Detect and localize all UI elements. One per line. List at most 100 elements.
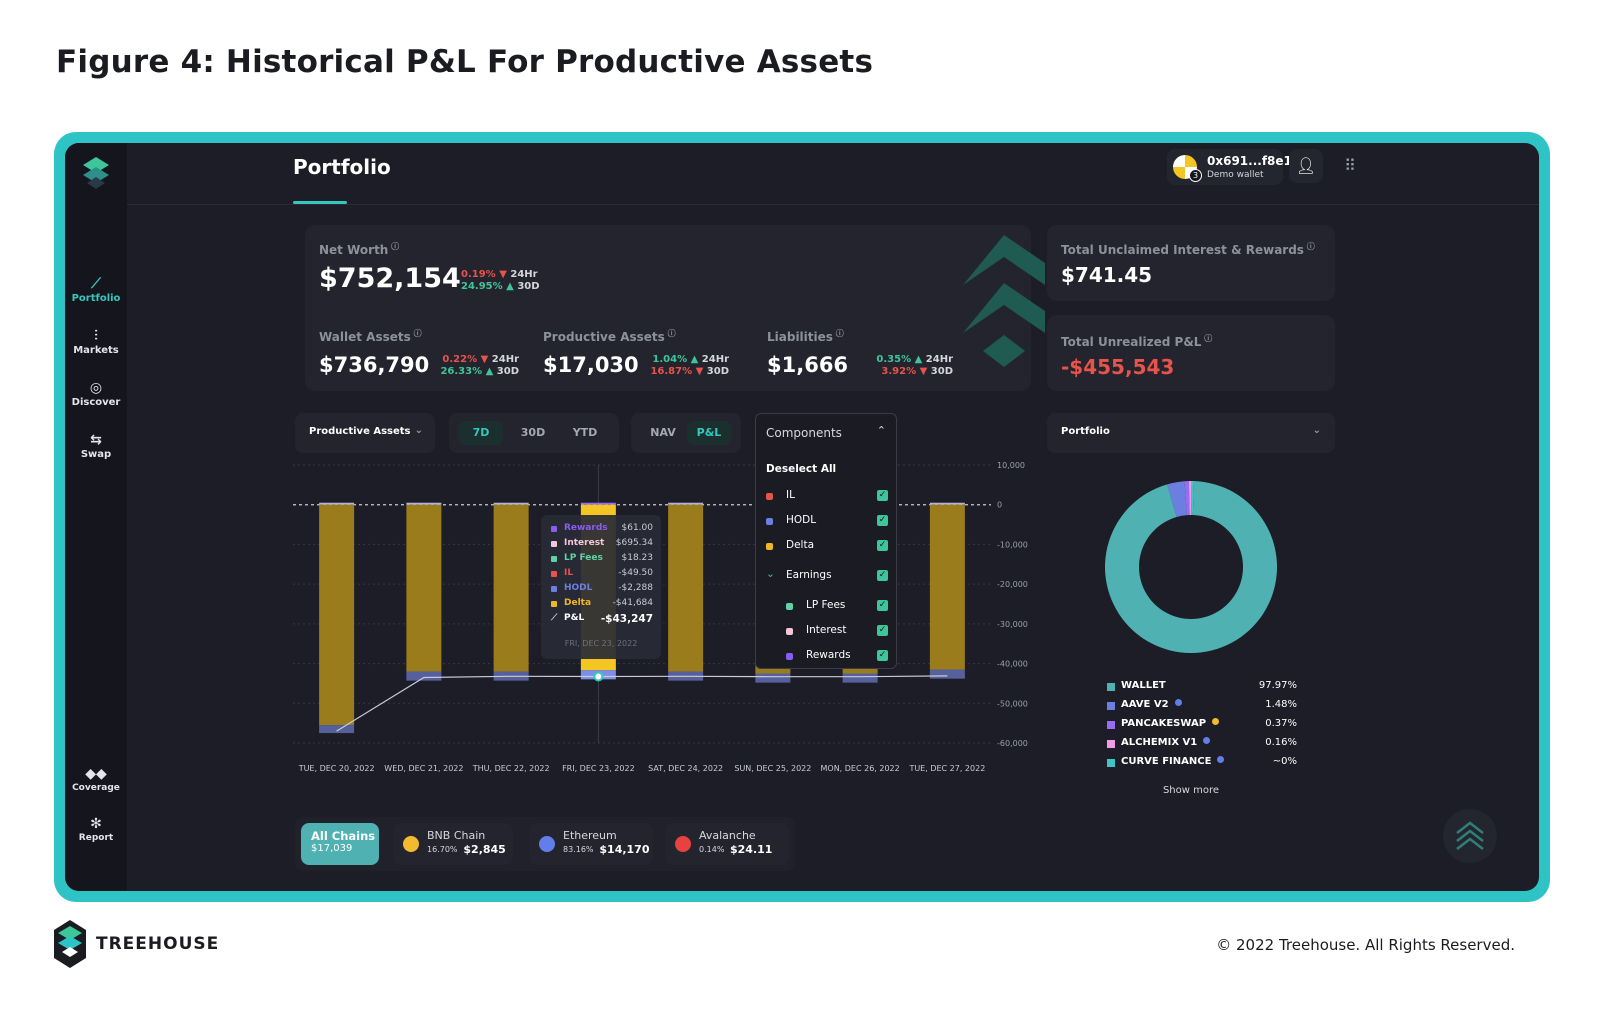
info-icon[interactable]: ⓘ	[832, 329, 844, 338]
sidebar-item-discover[interactable]: ◎ Discover	[65, 379, 127, 408]
sidebar-item-portfolio[interactable]: ⟋ Portfolio	[65, 275, 127, 304]
sidebar-item-swap[interactable]: ⇆ Swap	[65, 431, 127, 460]
bar-hodl[interactable]	[406, 671, 442, 681]
bar-delta[interactable]	[668, 504, 704, 672]
chevron-up-icon[interactable]: ⌃	[876, 424, 886, 437]
chain-filter-avalanche[interactable]: Avalanche 0.14% $24.11	[665, 823, 789, 865]
bar-earnings[interactable]	[580, 502, 616, 505]
chain-filter-ethereum[interactable]: Ethereum 83.16% $14,170	[529, 823, 653, 865]
bar-hodl[interactable]	[755, 673, 791, 683]
checkbox-checked-icon: ✓	[877, 515, 888, 526]
sidebar-item-coverage[interactable]: ◆◆ Coverage	[65, 765, 127, 793]
info-icon[interactable]: ⓘ	[1303, 242, 1315, 251]
bar-delta[interactable]	[929, 504, 965, 670]
component-row-interest[interactable]: Interest ✓	[766, 623, 888, 641]
allocation-legend-row[interactable]: WALLET 97.97%	[1107, 680, 1297, 696]
allocation-legend-row[interactable]: ALCHEMIX V1 0.16%	[1107, 737, 1297, 753]
tooltip-series-value: -$49.50	[618, 568, 653, 578]
scroll-top-button[interactable]	[1443, 809, 1497, 863]
range-30d[interactable]: 30D	[520, 426, 546, 439]
component-row-hodl[interactable]: HODL ✓	[766, 513, 888, 531]
bar-earnings[interactable]	[406, 502, 442, 505]
metric-value: $1,666	[767, 353, 849, 377]
candles-icon: ⫶	[94, 328, 98, 344]
donut-slice-pancakeswap[interactable]	[1184, 481, 1190, 516]
asset-type-select[interactable]: Productive Assets ⌄	[295, 413, 435, 453]
unrealized-label-text: Total Unrealized P&L	[1061, 335, 1202, 349]
donut-slice-aave-v2[interactable]	[1167, 481, 1188, 518]
y-tick-label: -10,000	[997, 540, 1028, 549]
protocol-percent: ~0%	[1272, 756, 1297, 767]
component-color-swatch	[766, 518, 773, 525]
y-tick-label: 10,000	[997, 461, 1025, 470]
range-7d[interactable]: 7D	[459, 421, 503, 445]
bar-earnings[interactable]	[668, 502, 704, 505]
sidebar-item-label: Report	[78, 833, 114, 843]
components-dropdown[interactable]: Components ⌃ Deselect All IL ✓ HODL ✓ Delta ✓…	[755, 413, 897, 669]
metric-change-30d: 26.33% ▲ 30D	[429, 366, 519, 378]
sidebar-item-report[interactable]: ✻ Report	[65, 815, 127, 843]
info-icon[interactable]: ⓘ	[388, 242, 400, 251]
pnl-line	[336, 675, 948, 732]
bar-hodl[interactable]	[929, 669, 965, 679]
legend-swatch	[551, 586, 557, 592]
chain-percent: 0.14%	[699, 845, 725, 854]
donut-slice-wallet[interactable]	[1105, 481, 1277, 653]
show-more-link[interactable]: Show more	[1162, 785, 1220, 796]
chain-filter-all-chains[interactable]: All Chains $17,039	[301, 823, 379, 865]
user-account-button[interactable]: 👤︎	[1289, 149, 1323, 183]
bar-delta[interactable]	[493, 504, 529, 672]
pnl-hover-point[interactable]	[593, 671, 604, 682]
component-row-il[interactable]: IL ✓	[766, 488, 888, 506]
tooltip-series-name: HODL	[564, 583, 593, 593]
allocation-legend-row[interactable]: AAVE V2 1.48%	[1107, 699, 1297, 715]
wallet-address: 0x691...f8e1	[1207, 154, 1292, 168]
user-icon: 👤︎	[1295, 156, 1317, 175]
mode-pnl[interactable]: P&L	[687, 421, 731, 445]
metric-value: $736,790	[319, 353, 430, 377]
allocation-select[interactable]: Portfolio ⌄	[1047, 413, 1335, 453]
period-label: 30D	[930, 366, 953, 377]
unclaimed-label: Total Unclaimed Interest & Rewards ⓘ	[1061, 241, 1315, 257]
component-row-earnings[interactable]: ⌄ Earnings ✓	[766, 568, 888, 586]
pnl-bar-chart[interactable]: 10,000 0 -10,000 -20,000 -30,000 -40,000 -50,0…	[291, 455, 1047, 785]
chain-filter-bnb-chain[interactable]: BNB Chain 16.70% $2,845	[393, 823, 513, 865]
allocation-legend-row[interactable]: CURVE FINANCE ~0%	[1107, 756, 1297, 772]
allocation-legend-row[interactable]: PANCAKESWAP 0.37%	[1107, 718, 1297, 734]
apps-grid-button[interactable]: ⠿	[1333, 149, 1367, 183]
range-ytd[interactable]: YTD	[572, 426, 598, 439]
donut-slice-curve-finance[interactable]	[1191, 481, 1195, 516]
component-row-lp-fees[interactable]: LP Fees ✓	[766, 598, 888, 616]
donut-slice-alchemix-v1[interactable]	[1188, 481, 1192, 516]
wallet-button[interactable]: 3 0x691...f8e1 Demo wallet	[1167, 149, 1292, 185]
net-worth-change-24h: 0.19% ▼ 24Hr	[461, 269, 538, 281]
bar-hodl[interactable]	[842, 673, 878, 683]
change-value: 24.95%	[461, 281, 503, 292]
bar-delta[interactable]	[406, 504, 442, 672]
change-value: 3.92%	[881, 366, 920, 377]
mode-nav[interactable]: NAV	[650, 426, 676, 439]
deselect-all-button[interactable]: Deselect All	[766, 463, 837, 475]
chain-dot-icon	[1174, 699, 1182, 706]
bar-earnings[interactable]	[929, 502, 965, 505]
change-value: 0.35%	[876, 354, 915, 365]
allocation-donut-chart[interactable]	[1103, 479, 1279, 655]
sidebar-item-label: Coverage	[72, 783, 120, 793]
chain-value: $2,845	[463, 843, 506, 856]
bar-delta[interactable]	[319, 504, 355, 726]
down-arrow-icon: ▼	[480, 354, 492, 365]
info-icon[interactable]: ⓘ	[1201, 334, 1213, 343]
bar-hodl[interactable]	[319, 725, 355, 734]
bar-earnings[interactable]	[493, 502, 529, 505]
treehouse-logo-icon[interactable]	[81, 157, 111, 191]
chain-value: $17,039	[311, 843, 353, 854]
sidebar-item-markets[interactable]: ⫶ Markets	[65, 327, 127, 356]
info-icon[interactable]: ⓘ	[664, 329, 676, 338]
component-row-rewards[interactable]: Rewards ✓	[766, 648, 888, 666]
active-tab-indicator	[293, 201, 347, 204]
component-row-delta[interactable]: Delta ✓	[766, 538, 888, 556]
info-icon[interactable]: ⓘ	[410, 329, 422, 338]
change-value: 1.04%	[652, 354, 691, 365]
bar-earnings[interactable]	[319, 502, 355, 505]
wallet-count-badge: 3	[1189, 169, 1202, 182]
